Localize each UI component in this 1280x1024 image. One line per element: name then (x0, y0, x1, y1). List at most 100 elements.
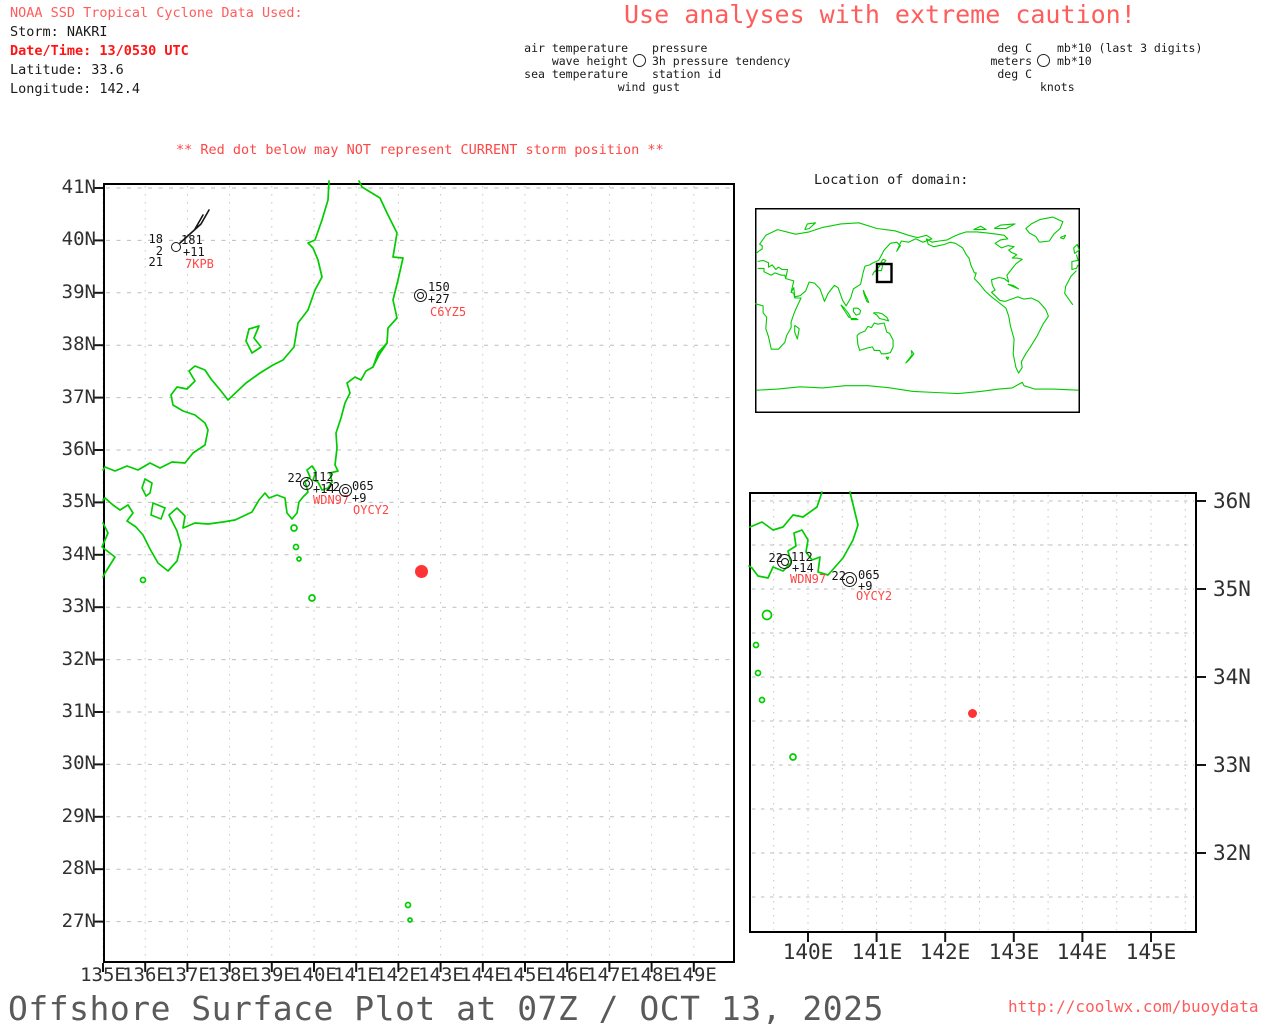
main-map-lat-label: 39N (61, 281, 96, 303)
inset-map-lon-label: 143E (988, 940, 1040, 964)
station-pressure: 112 (312, 470, 334, 484)
station-calm-icon (303, 480, 310, 487)
station-tendency: +9 (352, 491, 367, 505)
info-storm: Storm: NAKRI (10, 24, 108, 40)
legend-air-temp-label: air temperature (524, 41, 628, 55)
main-map-lon-label: 141E (333, 964, 379, 986)
main-map-lon-label: 135E (80, 964, 126, 986)
inset-map-lat-label: 32N (1213, 841, 1251, 865)
main-map-lat-label: 36N (61, 438, 96, 460)
inset-map (748, 491, 1206, 942)
main-map-lat-label: 34N (61, 543, 96, 565)
legend-wind-gust-label: wind gust (617, 80, 680, 94)
main-map-lat-label: 32N (61, 648, 96, 670)
main-map-lon-label: 147E (586, 964, 632, 986)
station-id: C6YZ5 (430, 305, 467, 319)
inset-map-lat-label: 33N (1213, 753, 1251, 777)
station-id: 7KPB (185, 257, 214, 271)
station-air-temp: 22 (831, 569, 846, 583)
main-map-lon-label: 136E (122, 964, 168, 986)
station-air-temp: 22 (768, 551, 783, 565)
inset-map-lon-label: 141E (851, 940, 903, 964)
main-map-lat-label: 41N (61, 176, 96, 198)
main-map-lon-label: 148E (629, 964, 675, 986)
station-pressure: 065 (858, 568, 880, 582)
main-map-lat-label: 33N (61, 595, 96, 617)
storm-position-warning: ** Red dot below may NOT represent CURRE… (176, 142, 664, 158)
inset-map-lon-label: 144E (1056, 940, 1108, 964)
main-map-lon-label: 137E (164, 964, 210, 986)
inset-map-lon-label: 142E (919, 940, 971, 964)
station-circle-icon (1037, 54, 1050, 67)
main-map-lon-label: 143E (418, 964, 464, 986)
info-latitude: Latitude: 33.6 (10, 62, 124, 78)
station-air-temp: 22 (325, 480, 340, 494)
station-pressure: 065 (352, 479, 374, 493)
storm-position-dot-inset (968, 709, 977, 718)
main-map-lat-label: 38N (61, 333, 96, 355)
station-tendency: +14 (792, 561, 814, 575)
legend-pressure-unit: mb*10 (last 3 digits) (1057, 41, 1203, 55)
main-map-lat-label: 37N (61, 386, 96, 408)
legend-air-unit: deg C (997, 41, 1032, 55)
main-map-lon-label: 140E (291, 964, 337, 986)
storm-position-dot (415, 565, 428, 578)
main-map-lon-label: 145E (502, 964, 548, 986)
info-title: NOAA SSD Tropical Cyclone Data Used: (10, 5, 303, 21)
info-longitude: Longitude: 142.4 (10, 81, 141, 97)
main-map-lon-label: 138E (207, 964, 253, 986)
station-wave-height: 2 (155, 244, 163, 258)
station-pressure: 112 (791, 550, 813, 564)
legend-wave-unit: meters (990, 54, 1032, 68)
legend-wave-height-label: wave height (551, 54, 628, 68)
station-tendency: +11 (183, 245, 205, 259)
main-map-lat-label: 31N (61, 700, 96, 722)
inset-map-lat-label: 35N (1213, 577, 1251, 601)
station-id: WDN97 (313, 493, 350, 507)
main-map-lat-label: 28N (61, 857, 96, 879)
station-circle-icon (633, 54, 646, 67)
station-calm-icon (781, 558, 789, 566)
station-id: OYCY2 (353, 503, 390, 517)
inset-map-lon-label: 145E (1125, 940, 1177, 964)
page-title: Offshore Surface Plot at 07Z / OCT 13, 2… (8, 989, 884, 1024)
domain-map-title: Location of domain: (814, 172, 969, 188)
station-pressure: 150 (428, 280, 450, 294)
station-tendency: +27 (428, 292, 450, 306)
main-map-lat-label: 35N (61, 490, 96, 512)
main-map-lat-label: 29N (61, 805, 96, 827)
station-calm-icon (846, 576, 854, 584)
main-map-lon-label: 142E (375, 964, 421, 986)
station-calm-icon (777, 554, 792, 569)
legend-sea-unit: deg C (997, 67, 1032, 81)
station-id: OYCY2 (856, 589, 893, 603)
station-calm-icon (300, 477, 313, 490)
main-map-lon-label: 144E (460, 964, 506, 986)
station-sea-temp: 21 (148, 255, 163, 269)
station-air-temp: 18 (148, 232, 163, 246)
main-map-lon-label: 146E (544, 964, 590, 986)
station-calm-icon (414, 289, 427, 302)
legend-tendency-unit: mb*10 (1057, 54, 1092, 68)
main-map-lon-label: 139E (249, 964, 295, 986)
station-calm-icon (842, 572, 857, 587)
inset-map-lon-label: 140E (782, 940, 834, 964)
source-url-link[interactable]: http://coolwx.com/buoydata (1008, 997, 1259, 1016)
legend-gust-unit: knots (1040, 80, 1075, 94)
world-map (754, 208, 1080, 413)
legend-tendency-label: 3h pressure tendency (652, 54, 791, 68)
main-map-lat-label: 27N (61, 910, 96, 932)
legend-sea-temp-label: sea temperature (524, 67, 628, 81)
legend-station-id-label: station id (652, 67, 722, 81)
info-datetime: Date/Time: 13/0530 UTC (10, 43, 189, 59)
main-map-lat-label: 30N (61, 752, 96, 774)
station-tendency: +14 (313, 482, 335, 496)
station-pressure: 181 (181, 233, 203, 247)
caution-banner: Use analyses with extreme caution! (624, 0, 1136, 29)
station-air-temp: 22 (287, 471, 302, 485)
inset-map-lat-label: 36N (1213, 489, 1251, 513)
legend-pressure-label: pressure (652, 41, 708, 55)
station-calm-icon (342, 487, 349, 494)
main-map-lat-label: 40N (61, 228, 96, 250)
